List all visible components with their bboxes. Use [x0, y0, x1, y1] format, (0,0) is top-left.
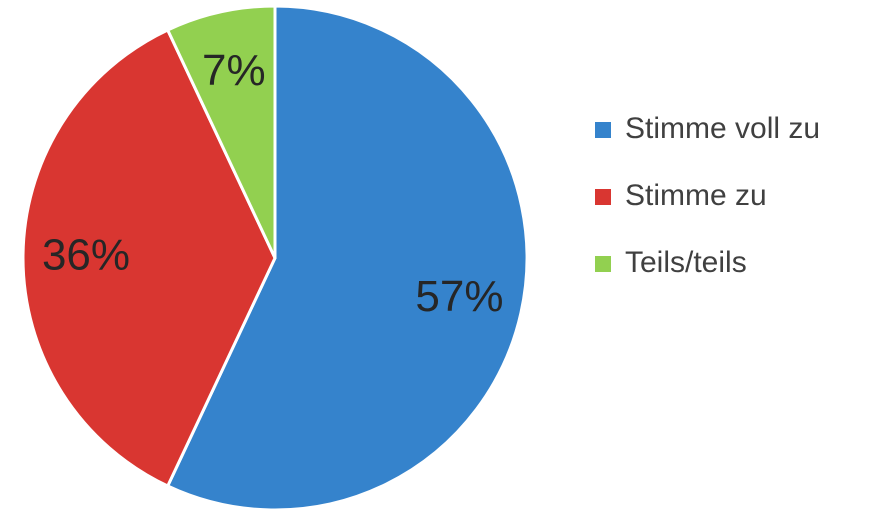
- legend-label: Stimme zu: [625, 179, 767, 212]
- legend-swatch: [595, 122, 611, 138]
- legend-swatch: [595, 189, 611, 205]
- legend-label: Stimme voll zu: [625, 112, 820, 145]
- legend-label: Teils/teils: [625, 246, 747, 279]
- data-label: 7%: [202, 46, 266, 95]
- legend-swatch: [595, 256, 611, 272]
- pie-slice: [165, 4, 277, 259]
- pie-slice: [165, 4, 529, 511]
- data-label: 57%: [415, 272, 503, 321]
- pie-slice: [21, 27, 277, 489]
- data-label: 36%: [42, 231, 130, 280]
